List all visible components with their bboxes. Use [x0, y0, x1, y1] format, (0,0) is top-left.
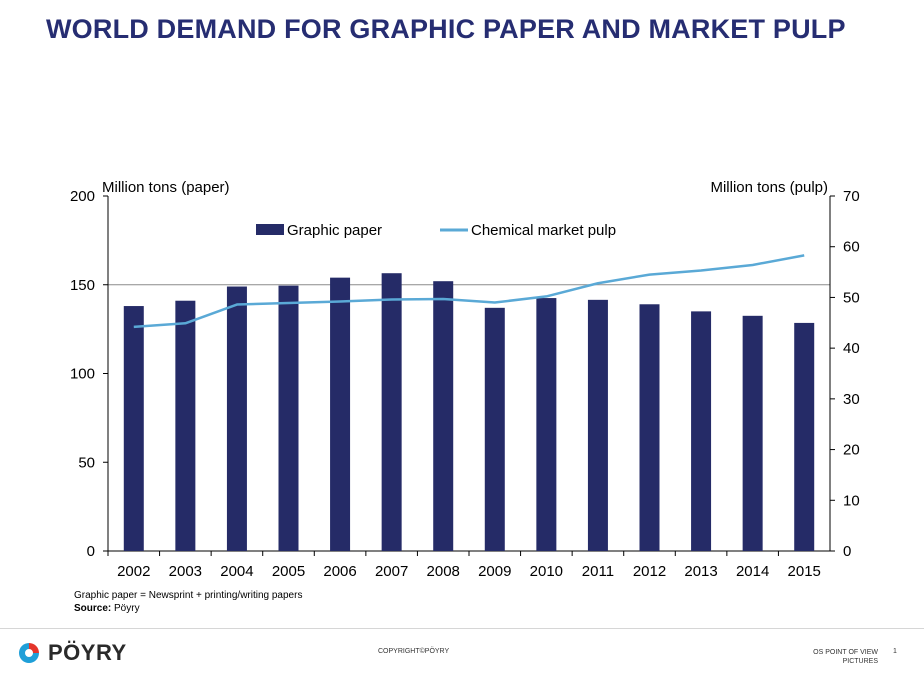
copyright-text: COPYRIGHT©PÖYRY [378, 648, 450, 655]
x-tick-label: 2015 [788, 563, 821, 580]
bar [433, 281, 454, 551]
x-tick-label: 2003 [169, 563, 202, 580]
footer-label-line1: OS POINT OF VIEW [813, 649, 878, 656]
right-tick-label: 60 [843, 239, 860, 256]
bar [587, 299, 608, 551]
series-line-chemical-market-pulp [133, 254, 805, 329]
bar [381, 273, 402, 551]
bar [691, 311, 712, 551]
x-tick-label: 2009 [478, 563, 511, 580]
x-tick-label: 2014 [736, 563, 769, 580]
left-tick-label: 0 [87, 543, 95, 560]
footer-label-line2: PICTURES [842, 658, 878, 665]
x-tick-label: 2012 [633, 563, 666, 580]
demand-chart: 0 50 100 150 200 0 10 20 30 40 50 60 70 Million tons … [70, 179, 860, 580]
left-tick-label: 50 [78, 454, 95, 471]
x-tick-label: 2006 [323, 563, 356, 580]
x-tick-label: 2008 [427, 563, 460, 580]
y-left-label: Million tons (paper) [102, 179, 230, 196]
bar [639, 304, 660, 551]
right-tick-label: 70 [843, 188, 860, 205]
bar [794, 322, 815, 551]
right-tick-label: 20 [843, 442, 860, 459]
bar [536, 298, 557, 551]
chart-notes: Graphic paper = Newsprint + printing/wri… [74, 589, 302, 615]
definition-note: Graphic paper = Newsprint + printing/wri… [74, 590, 303, 601]
poyry-logo: PÖYRY [16, 640, 127, 666]
x-tick-label: 2011 [582, 563, 614, 580]
x-tick-label: 2004 [220, 563, 253, 580]
right-tick-label: 50 [843, 289, 860, 306]
poyry-logo-text: PÖYRY [48, 640, 127, 665]
page-title: WORLD DEMAND FOR GRAPHIC PAPER AND MARKE… [46, 14, 846, 44]
bar [123, 306, 144, 551]
left-tick-label: 200 [70, 188, 95, 205]
bar [175, 300, 196, 551]
source-label: Source: [74, 603, 112, 614]
legend-label-chemical-market-pulp: Chemical market pulp [471, 222, 616, 239]
x-tick-label: 2007 [375, 563, 408, 580]
x-tick-label: 2013 [684, 563, 717, 580]
footer-divider [0, 628, 924, 629]
legend-label-graphic-paper: Graphic paper [287, 222, 382, 239]
right-tick-label: 10 [843, 492, 860, 509]
source-value: Pöyry [114, 603, 140, 614]
right-tick-label: 30 [843, 391, 860, 408]
y-right-label: Million tons (pulp) [710, 179, 828, 196]
poyry-logo-icon [19, 643, 39, 663]
footer-section-label: OS POINT OF VIEW PICTURES [813, 648, 878, 666]
bar [226, 286, 247, 551]
x-tick-label: 2010 [530, 563, 563, 580]
x-tick-label: 2002 [117, 563, 150, 580]
page-number: 1 [893, 648, 897, 655]
left-tick-label: 150 [70, 277, 95, 294]
bar [278, 285, 299, 551]
source-note: Source: Pöyry [74, 602, 302, 615]
bar [742, 315, 763, 551]
x-tick-label: 2005 [272, 563, 305, 580]
right-tick-label: 40 [843, 340, 860, 357]
legend-swatch-graphic-paper [256, 224, 284, 235]
left-tick-label: 100 [70, 366, 95, 383]
bar [330, 277, 351, 551]
bar [484, 307, 505, 551]
right-tick-label: 0 [843, 543, 851, 560]
